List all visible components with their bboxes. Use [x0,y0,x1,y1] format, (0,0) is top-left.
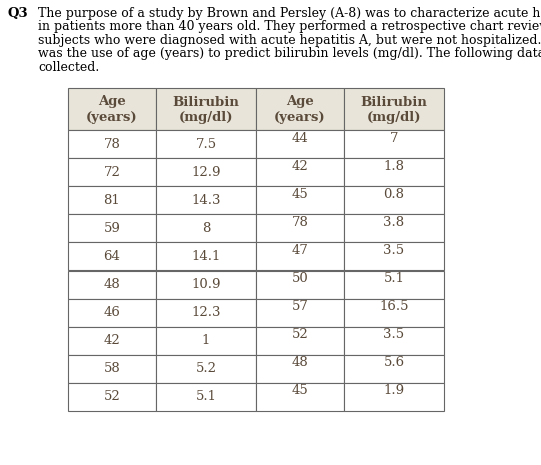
Bar [256,271,344,299]
Text: 47: 47 [292,244,308,257]
Text: 1.9: 1.9 [384,384,405,397]
Bar [156,88,256,131]
Text: Q3: Q3 [8,7,29,20]
Bar [256,159,344,186]
Bar [256,326,344,354]
Bar [344,131,444,159]
Bar [156,214,256,243]
Bar [156,271,256,299]
Bar [156,299,256,326]
Bar [68,383,156,411]
Bar [344,186,444,214]
Text: subjects who were diagnosed with acute hepatitis A, but were not hospitalized. O: subjects who were diagnosed with acute h… [38,34,541,47]
Text: 52: 52 [104,390,121,403]
Text: The purpose of a study by Brown and Persley (A-8) was to characterize acute hepa: The purpose of a study by Brown and Pers… [38,7,541,20]
Bar [156,186,256,214]
Bar [344,383,444,411]
Bar [344,299,444,326]
Text: 10.9: 10.9 [192,278,221,291]
Bar [156,243,256,271]
Bar [344,159,444,186]
Text: 57: 57 [292,300,308,313]
Text: 5.1: 5.1 [195,390,216,403]
Text: 12.9: 12.9 [192,166,221,179]
Bar [256,299,344,326]
Bar [68,326,156,354]
Bar [156,326,256,354]
Bar [68,159,156,186]
Bar [256,354,344,383]
Text: 52: 52 [292,328,308,341]
Text: 78: 78 [103,138,121,151]
Text: 45: 45 [292,384,308,397]
Text: Bilirubin
(mg/dl): Bilirubin (mg/dl) [173,95,240,124]
Bar [68,354,156,383]
Bar [256,88,344,131]
Text: 64: 64 [103,250,121,263]
Text: 59: 59 [103,222,121,235]
Bar [68,271,156,299]
Text: 45: 45 [292,188,308,201]
Text: 3.5: 3.5 [384,328,405,341]
Text: Age
(years): Age (years) [274,95,326,124]
Bar [256,214,344,243]
Text: 5.1: 5.1 [384,272,405,285]
Text: 48: 48 [292,356,308,369]
Text: collected.: collected. [38,61,99,74]
Bar [256,186,344,214]
Bar [344,271,444,299]
Bar [68,88,156,131]
Bar [256,243,344,271]
Bar [68,214,156,243]
Text: 42: 42 [104,334,121,347]
Bar [156,354,256,383]
Text: 12.3: 12.3 [192,306,221,319]
Text: was the use of age (years) to predict bilirubin levels (mg/dl). The following da: was the use of age (years) to predict bi… [38,47,541,60]
Text: 5.6: 5.6 [384,356,405,369]
Text: 16.5: 16.5 [379,300,409,313]
Text: 50: 50 [292,272,308,285]
Text: 58: 58 [104,362,121,375]
Text: in patients more than 40 years old. They performed a retrospective chart review : in patients more than 40 years old. They… [38,20,541,33]
Bar [344,214,444,243]
Text: 14.1: 14.1 [192,250,221,263]
Bar [68,186,156,214]
Text: 1: 1 [202,334,210,347]
Bar [156,383,256,411]
Bar [344,326,444,354]
Text: 81: 81 [104,194,121,207]
Bar [68,131,156,159]
Bar [344,354,444,383]
Text: 46: 46 [103,306,121,319]
Text: 7.5: 7.5 [195,138,216,151]
Text: 1.8: 1.8 [384,160,405,173]
Text: 14.3: 14.3 [192,194,221,207]
Text: 3.8: 3.8 [384,216,405,229]
Text: 78: 78 [292,216,308,229]
Bar [344,88,444,131]
Text: 72: 72 [103,166,121,179]
Bar [68,243,156,271]
Text: Bilirubin
(mg/dl): Bilirubin (mg/dl) [360,95,427,124]
Text: 5.2: 5.2 [195,362,216,375]
Text: 44: 44 [292,132,308,145]
Bar [68,299,156,326]
Text: 48: 48 [104,278,121,291]
Bar [256,383,344,411]
Text: Age
(years): Age (years) [86,95,138,124]
Bar [256,131,344,159]
Text: 0.8: 0.8 [384,188,405,201]
Bar [156,131,256,159]
Text: 7: 7 [390,132,398,145]
Bar [344,243,444,271]
Text: 8: 8 [202,222,210,235]
Text: 42: 42 [292,160,308,173]
Text: 3.5: 3.5 [384,244,405,257]
Bar [156,159,256,186]
